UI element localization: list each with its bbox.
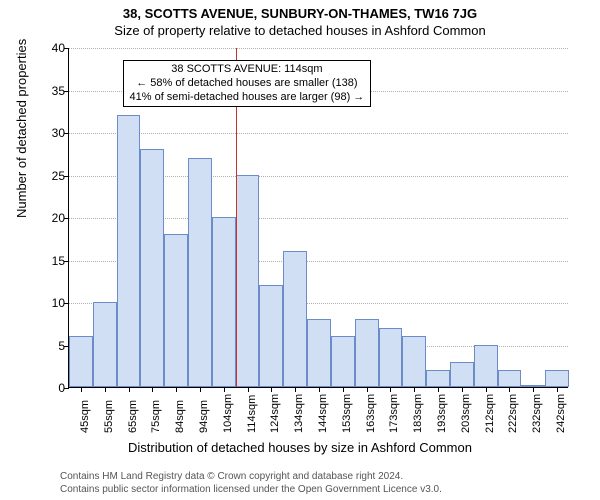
bar: [283, 251, 307, 387]
y-axis-label: Number of detached properties: [14, 39, 29, 218]
footnote-line2: Contains public sector information licen…: [60, 484, 442, 497]
x-tick-mark: [319, 387, 320, 392]
x-tick-mark: [533, 387, 534, 392]
x-tick-label: 65sqm: [127, 400, 139, 433]
x-tick-label: 153sqm: [341, 394, 353, 433]
x-tick-mark: [557, 387, 558, 392]
x-tick-label: 242sqm: [555, 394, 567, 433]
x-tick-mark: [462, 387, 463, 392]
x-tick-mark: [343, 387, 344, 392]
y-tick-mark: [64, 388, 69, 389]
x-tick-mark: [390, 387, 391, 392]
x-tick-label: 45sqm: [79, 400, 91, 433]
bar: [498, 370, 522, 387]
x-tick-mark: [271, 387, 272, 392]
plot-area: 051015202530354045sqm55sqm65sqm75sqm84sq…: [68, 48, 568, 388]
x-tick-label: 144sqm: [317, 394, 329, 433]
bar: [188, 158, 212, 388]
x-tick-mark: [224, 387, 225, 392]
x-tick-label: 232sqm: [531, 394, 543, 433]
bar: [545, 370, 569, 387]
x-tick-mark: [152, 387, 153, 392]
bar: [93, 302, 117, 387]
chart-title: 38, SCOTTS AVENUE, SUNBURY-ON-THAMES, TW…: [0, 0, 600, 21]
y-tick-mark: [64, 218, 69, 219]
bar: [212, 217, 236, 387]
bar: [355, 319, 379, 387]
x-tick-mark: [414, 387, 415, 392]
bar: [426, 370, 450, 387]
x-tick-mark: [105, 387, 106, 392]
gridline: [69, 48, 568, 49]
gridline: [69, 133, 568, 134]
x-tick-label: 212sqm: [484, 394, 496, 433]
bar: [379, 328, 403, 388]
x-tick-label: 222sqm: [507, 394, 519, 433]
x-tick-label: 55sqm: [103, 400, 115, 433]
x-tick-mark: [486, 387, 487, 392]
bar: [236, 175, 260, 388]
y-tick-mark: [64, 48, 69, 49]
x-tick-label: 183sqm: [412, 394, 424, 433]
annotation-line: ← 58% of detached houses are smaller (13…: [130, 77, 365, 91]
x-tick-mark: [248, 387, 249, 392]
x-tick-mark: [129, 387, 130, 392]
bar: [259, 285, 283, 387]
x-tick-label: 114sqm: [246, 395, 258, 433]
x-axis-label: Distribution of detached houses by size …: [0, 440, 600, 455]
y-tick-mark: [64, 133, 69, 134]
x-tick-mark: [200, 387, 201, 392]
bar: [117, 115, 141, 387]
y-tick-mark: [64, 303, 69, 304]
x-tick-label: 84sqm: [174, 400, 186, 433]
bar: [450, 362, 474, 388]
x-tick-mark: [367, 387, 368, 392]
x-tick-mark: [176, 387, 177, 392]
annotation-line: 38 SCOTTS AVENUE: 114sqm: [130, 63, 365, 77]
bar: [140, 149, 164, 387]
x-tick-mark: [81, 387, 82, 392]
y-tick-mark: [64, 176, 69, 177]
x-tick-mark: [295, 387, 296, 392]
chart-container: 38, SCOTTS AVENUE, SUNBURY-ON-THAMES, TW…: [0, 0, 600, 500]
plot-wrap: 051015202530354045sqm55sqm65sqm75sqm84sq…: [68, 48, 568, 388]
x-tick-label: 173sqm: [388, 394, 400, 433]
bar: [69, 336, 93, 387]
x-tick-label: 134sqm: [293, 394, 305, 433]
x-tick-label: 163sqm: [365, 394, 377, 433]
x-tick-mark: [438, 387, 439, 392]
bar: [331, 336, 355, 387]
bar: [307, 319, 331, 387]
annotation-box: 38 SCOTTS AVENUE: 114sqm← 58% of detache…: [123, 60, 372, 107]
footnote: Contains HM Land Registry data © Crown c…: [60, 471, 442, 496]
x-tick-label: 203sqm: [460, 394, 472, 433]
bar: [164, 234, 188, 387]
y-tick-mark: [64, 91, 69, 92]
x-tick-label: 94sqm: [198, 400, 210, 433]
footnote-line1: Contains HM Land Registry data © Crown c…: [60, 471, 442, 484]
annotation-line: 41% of semi-detached houses are larger (…: [130, 91, 365, 105]
chart-subtitle: Size of property relative to detached ho…: [0, 21, 600, 38]
bar: [402, 336, 426, 387]
y-tick-mark: [64, 261, 69, 262]
x-tick-mark: [509, 387, 510, 392]
x-tick-label: 193sqm: [436, 394, 448, 433]
x-tick-label: 75sqm: [150, 400, 162, 433]
x-tick-label: 124sqm: [269, 394, 281, 433]
bar: [474, 345, 498, 388]
x-tick-label: 104sqm: [222, 394, 234, 433]
